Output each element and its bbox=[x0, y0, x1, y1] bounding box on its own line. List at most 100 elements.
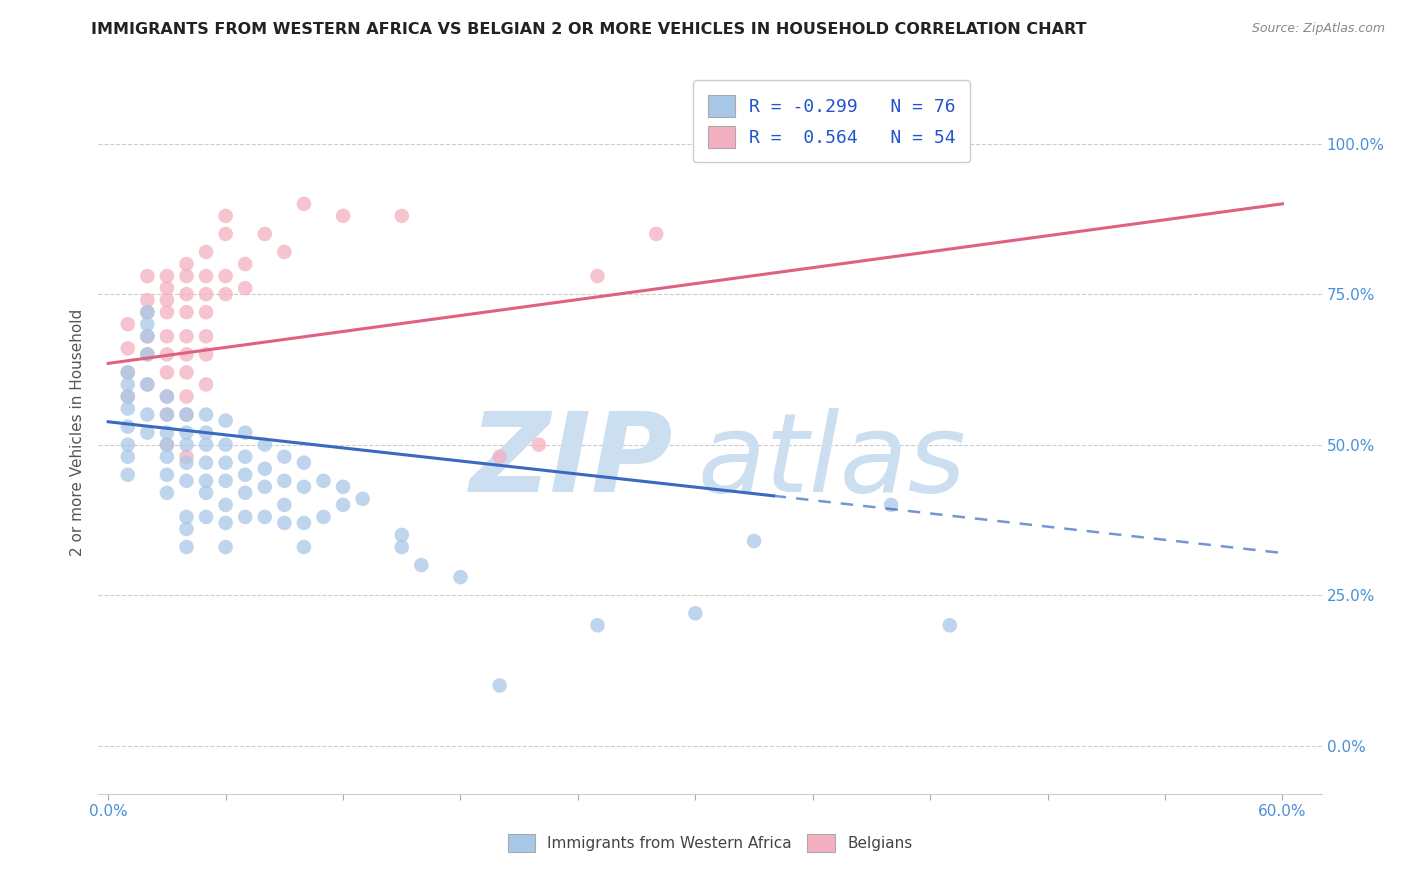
Point bbox=[214, 438, 236, 452]
Point bbox=[156, 467, 179, 482]
Point bbox=[136, 425, 159, 440]
Point bbox=[136, 305, 159, 319]
Point bbox=[156, 347, 179, 361]
Point bbox=[312, 510, 335, 524]
Point bbox=[176, 522, 198, 536]
Point bbox=[176, 540, 198, 554]
Point bbox=[156, 408, 179, 422]
Point bbox=[136, 269, 159, 284]
Point bbox=[233, 510, 256, 524]
Text: atlas: atlas bbox=[697, 408, 966, 515]
Point bbox=[233, 257, 256, 271]
Point bbox=[214, 516, 236, 530]
Point bbox=[214, 474, 236, 488]
Point bbox=[214, 227, 236, 241]
Point bbox=[195, 329, 218, 343]
Point bbox=[685, 607, 707, 621]
Point bbox=[176, 287, 198, 301]
Point bbox=[117, 467, 139, 482]
Point bbox=[176, 510, 198, 524]
Point bbox=[176, 425, 198, 440]
Point bbox=[273, 516, 295, 530]
Point bbox=[156, 408, 179, 422]
Point bbox=[332, 498, 354, 512]
Point bbox=[488, 450, 510, 464]
Point bbox=[391, 209, 413, 223]
Point bbox=[176, 408, 198, 422]
Point bbox=[292, 456, 315, 470]
Point bbox=[136, 377, 159, 392]
Point bbox=[156, 293, 179, 308]
Point bbox=[156, 390, 179, 404]
Point bbox=[136, 329, 159, 343]
Point bbox=[253, 480, 276, 494]
Point bbox=[195, 510, 218, 524]
Point bbox=[332, 480, 354, 494]
Point bbox=[156, 390, 179, 404]
Point bbox=[450, 570, 472, 584]
Point bbox=[195, 456, 218, 470]
Point bbox=[117, 438, 139, 452]
Point bbox=[176, 474, 198, 488]
Point bbox=[195, 305, 218, 319]
Point bbox=[645, 227, 668, 241]
Point bbox=[136, 347, 159, 361]
Point bbox=[195, 347, 218, 361]
Point bbox=[253, 510, 276, 524]
Point bbox=[195, 485, 218, 500]
Point bbox=[352, 491, 374, 506]
Point bbox=[117, 390, 139, 404]
Point bbox=[195, 377, 218, 392]
Point bbox=[176, 456, 198, 470]
Point bbox=[488, 678, 510, 692]
Point bbox=[156, 329, 179, 343]
Point bbox=[176, 329, 198, 343]
Point bbox=[195, 474, 218, 488]
Point bbox=[117, 390, 139, 404]
Point bbox=[195, 287, 218, 301]
Point bbox=[136, 305, 159, 319]
Point bbox=[411, 558, 433, 573]
Point bbox=[117, 366, 139, 380]
Point bbox=[176, 269, 198, 284]
Point bbox=[195, 245, 218, 260]
Point bbox=[195, 269, 218, 284]
Point bbox=[312, 474, 335, 488]
Point bbox=[195, 408, 218, 422]
Point bbox=[233, 281, 256, 295]
Point bbox=[214, 287, 236, 301]
Point bbox=[136, 347, 159, 361]
Point bbox=[156, 281, 179, 295]
Point bbox=[117, 318, 139, 332]
Point bbox=[273, 245, 295, 260]
Point bbox=[176, 408, 198, 422]
Point bbox=[527, 438, 550, 452]
Point bbox=[880, 498, 903, 512]
Point bbox=[292, 540, 315, 554]
Point bbox=[253, 462, 276, 476]
Point bbox=[195, 425, 218, 440]
Point bbox=[176, 347, 198, 361]
Y-axis label: 2 or more Vehicles in Household: 2 or more Vehicles in Household bbox=[69, 309, 84, 557]
Point bbox=[233, 467, 256, 482]
Point bbox=[233, 485, 256, 500]
Point bbox=[176, 390, 198, 404]
Point bbox=[156, 438, 179, 452]
Point bbox=[292, 480, 315, 494]
Text: ZIP: ZIP bbox=[470, 408, 673, 515]
Point bbox=[156, 485, 179, 500]
Point bbox=[214, 414, 236, 428]
Point bbox=[391, 540, 413, 554]
Point bbox=[176, 366, 198, 380]
Point bbox=[117, 450, 139, 464]
Point bbox=[292, 197, 315, 211]
Legend: Immigrants from Western Africa, Belgians: Immigrants from Western Africa, Belgians bbox=[502, 828, 918, 858]
Point bbox=[214, 209, 236, 223]
Point bbox=[136, 377, 159, 392]
Point bbox=[742, 533, 765, 548]
Text: Source: ZipAtlas.com: Source: ZipAtlas.com bbox=[1251, 22, 1385, 36]
Point bbox=[156, 366, 179, 380]
Point bbox=[214, 540, 236, 554]
Point bbox=[117, 419, 139, 434]
Point bbox=[233, 450, 256, 464]
